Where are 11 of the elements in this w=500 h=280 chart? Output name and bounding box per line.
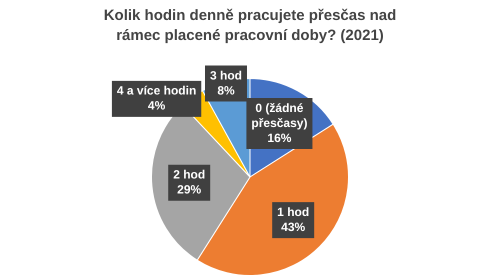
data-label: 29% — [177, 182, 202, 197]
slice-label: 1 hod — [277, 204, 310, 219]
slice-label: 4 a více hodin — [116, 84, 196, 98]
chart-title: Kolik hodin denně pracujete přesčas nad rámec placené pracovní doby? (2021) — [102, 6, 398, 46]
slice-label: 0 (žádné přesčasy) — [251, 100, 308, 130]
data-label: 43% — [281, 220, 306, 234]
data-label: 8% — [217, 83, 235, 98]
slice-label: 3 hod — [210, 68, 242, 82]
slice-label: 2 hod — [173, 168, 206, 182]
data-label: 4% — [148, 98, 166, 113]
data-label: 16% — [267, 130, 292, 145]
